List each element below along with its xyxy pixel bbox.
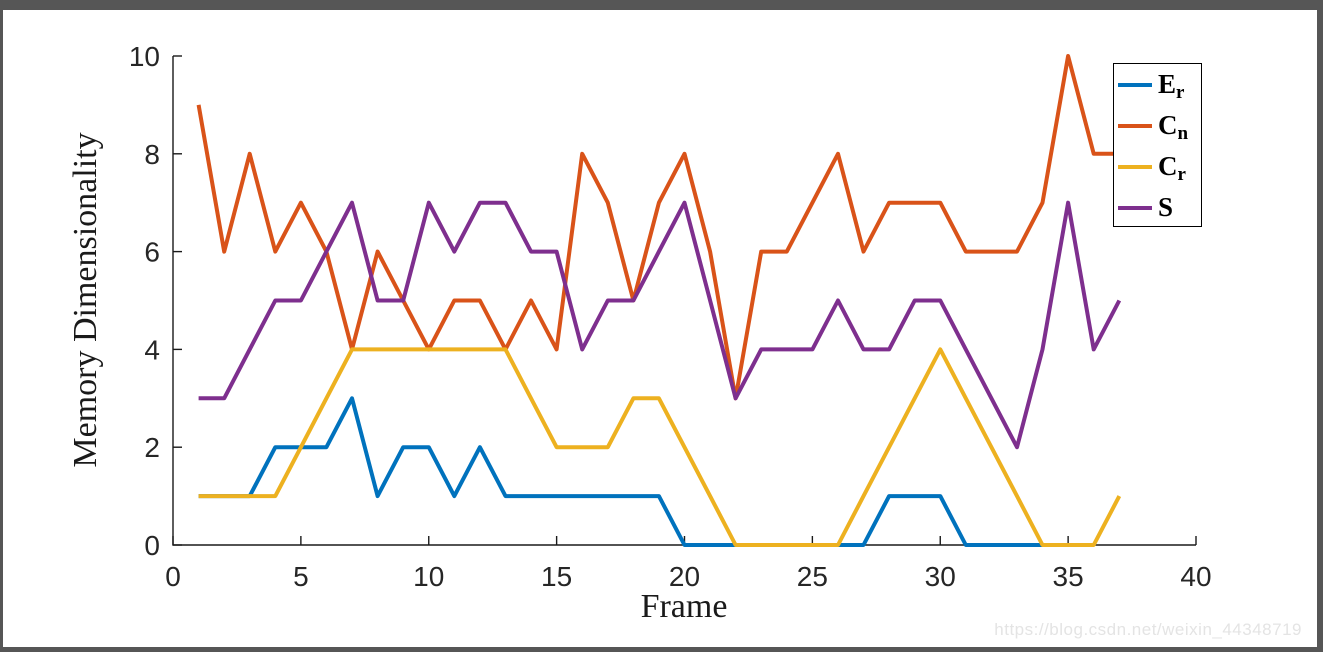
legend-label-S: S xyxy=(1158,192,1174,222)
x-tick-label: 20 xyxy=(669,561,700,592)
y-tick-label: 6 xyxy=(144,237,160,268)
y-tick-label: 4 xyxy=(144,334,160,365)
axis-lines xyxy=(172,56,1196,546)
x-tick-labels: 0 5 10 15 20 25 30 35 40 xyxy=(165,561,1211,592)
y-axis-label: Memory Dimensionality xyxy=(67,132,104,468)
legend-swatch-C_r xyxy=(1118,164,1152,169)
y-tick-label: 0 xyxy=(144,530,160,561)
x-tick-label: 5 xyxy=(293,561,309,592)
axis-ticks xyxy=(172,55,1197,546)
y-tick-label: 2 xyxy=(144,432,160,463)
legend-swatch-E_r xyxy=(1118,82,1152,87)
legend-label-C_n: Cn xyxy=(1158,110,1189,144)
legend-swatch-C_n xyxy=(1118,123,1152,128)
series-line-E_r xyxy=(198,396,1094,547)
x-tick-label: 30 xyxy=(925,561,956,592)
legend-label-E_r: Er xyxy=(1158,69,1185,103)
series-lines xyxy=(196,54,1122,547)
x-tick-label: 25 xyxy=(797,561,828,592)
series-line-C_r xyxy=(198,347,1122,547)
series-line-S xyxy=(198,200,1122,450)
legend-label-C_r: Cr xyxy=(1158,151,1186,185)
x-tick-label: 10 xyxy=(413,561,444,592)
legend-entry-C_n: Cn xyxy=(1114,105,1201,146)
x-tick-label: 40 xyxy=(1180,561,1211,592)
legend-entry-E_r: Er xyxy=(1114,64,1201,105)
legend-entry-C_r: Cr xyxy=(1114,146,1201,187)
watermark: https://blog.csdn.net/weixin_44348719 xyxy=(994,620,1302,639)
legend: Er Cn Cr S xyxy=(1113,63,1202,227)
x-tick-label: 15 xyxy=(541,561,572,592)
x-tick-label: 35 xyxy=(1053,561,1084,592)
x-tick-label: 0 xyxy=(165,561,181,592)
x-axis-label: Frame xyxy=(640,588,728,625)
legend-swatch-S xyxy=(1118,205,1152,210)
series-line-C_n xyxy=(196,54,1120,401)
y-tick-label: 8 xyxy=(144,139,160,170)
y-tick-label: 10 xyxy=(129,41,160,72)
legend-entry-S: S xyxy=(1114,187,1201,228)
y-tick-labels: 0 2 4 6 8 10 xyxy=(129,41,160,561)
